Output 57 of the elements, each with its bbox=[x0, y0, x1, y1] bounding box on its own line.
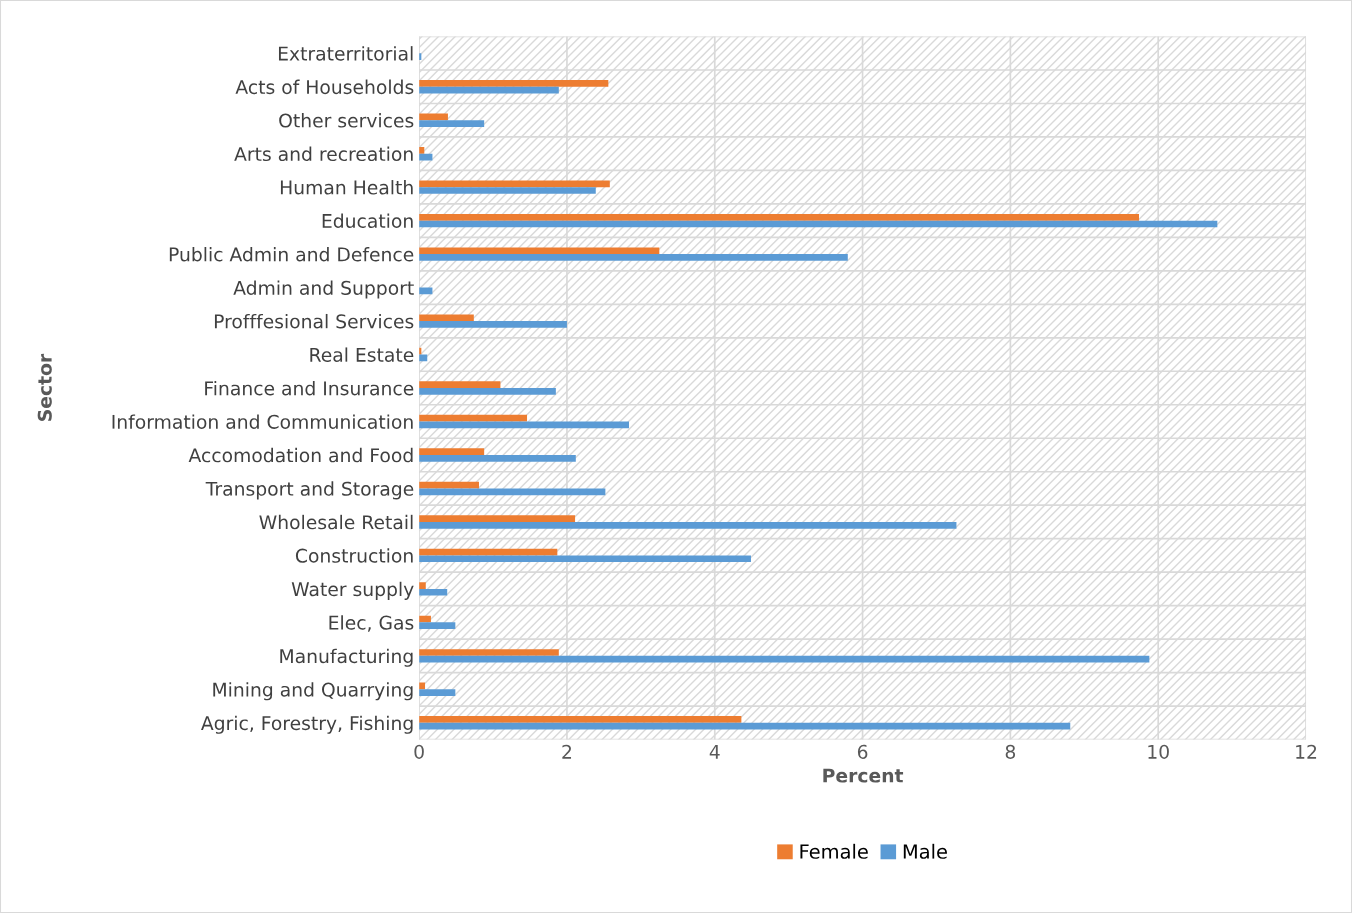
bar bbox=[419, 381, 501, 389]
bar bbox=[419, 622, 456, 630]
bar bbox=[419, 120, 485, 127]
bar bbox=[419, 689, 456, 697]
x-tick-label: 6 bbox=[857, 744, 868, 759]
bar bbox=[419, 655, 1150, 663]
y-tick-label: Wholesale Retail bbox=[259, 514, 413, 530]
bar bbox=[419, 314, 474, 322]
y-tick-label: Agric, Forestry, Fishing bbox=[201, 715, 413, 734]
bar bbox=[419, 588, 448, 596]
y-tick-label: Profffesional Services bbox=[214, 313, 414, 329]
legend-label: Female bbox=[800, 843, 868, 859]
y-tick-label: Mining and Quarrying bbox=[213, 682, 413, 701]
x-tick-label: 4 bbox=[709, 744, 720, 759]
y-tick-label: Information and Communication bbox=[112, 414, 413, 429]
x-tick-label: 12 bbox=[1296, 744, 1317, 759]
bar bbox=[419, 521, 957, 529]
bar bbox=[419, 555, 751, 563]
bar bbox=[419, 582, 426, 589]
bar bbox=[419, 388, 556, 395]
y-axis-title: Sector bbox=[37, 353, 52, 421]
x-axis-title: Percent bbox=[823, 768, 904, 783]
bar bbox=[419, 454, 576, 462]
bar bbox=[419, 247, 660, 255]
y-tick-label: Construction bbox=[295, 548, 413, 563]
bar bbox=[419, 414, 528, 422]
y-tick-label: Human Health bbox=[280, 180, 413, 195]
y-tick-label: Finance and Insurance bbox=[205, 380, 414, 396]
bar bbox=[419, 213, 1139, 221]
y-tick-label: Water supply bbox=[291, 581, 414, 600]
y-tick-label: Admin and Support bbox=[233, 280, 414, 299]
legend-label: Male bbox=[903, 843, 947, 859]
bar bbox=[419, 254, 848, 261]
bar bbox=[419, 488, 606, 496]
bar bbox=[419, 321, 567, 328]
x-tick-label: 8 bbox=[1005, 744, 1016, 759]
bar bbox=[419, 180, 610, 188]
bar bbox=[419, 716, 742, 723]
bar bbox=[419, 80, 609, 87]
y-tick-label: Real Estate bbox=[310, 347, 414, 362]
x-tick-label: 10 bbox=[1148, 744, 1169, 759]
y-tick-label: Other services bbox=[279, 113, 414, 128]
y-tick-label: Arts and recreation bbox=[234, 146, 413, 162]
bar bbox=[419, 515, 576, 522]
x-tick-label: 2 bbox=[562, 744, 572, 759]
bar bbox=[419, 649, 559, 656]
y-tick-label: Transport and Storage bbox=[205, 481, 414, 500]
bar bbox=[419, 187, 596, 194]
y-tick-label: Acts of Households bbox=[235, 79, 414, 95]
bar bbox=[419, 448, 485, 455]
y-tick-label: Education bbox=[322, 213, 413, 229]
y-tick-label: Manufacturing bbox=[280, 648, 413, 667]
y-tick-label: Accomodation and Food bbox=[188, 447, 413, 463]
y-tick-label: Public Admin and Defence bbox=[169, 246, 414, 262]
y-tick-label: Extraterritorial bbox=[278, 46, 413, 61]
y-tick-label: Elec, Gas bbox=[329, 615, 414, 632]
x-tick-label: 0 bbox=[414, 744, 424, 759]
